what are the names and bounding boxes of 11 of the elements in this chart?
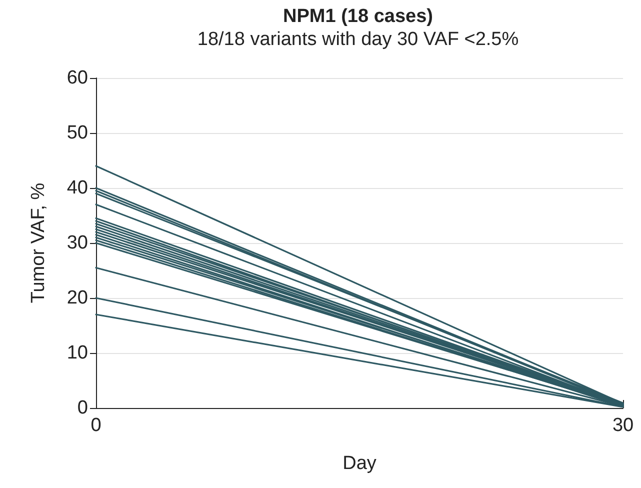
- chart-subtitle: 18/18 variants with day 30 VAF <2.5%: [197, 29, 519, 50]
- y-tick-label: 40: [66, 178, 88, 198]
- y-tick-label: 0: [77, 398, 88, 418]
- y-tick-label: 50: [66, 122, 88, 144]
- y-axis-title: Tumor VAF, %: [28, 182, 49, 304]
- x-axis-title: Day: [342, 453, 377, 474]
- y-tick-label: 60: [66, 68, 88, 88]
- y-tick-label: 10: [66, 342, 88, 364]
- y-tick-label: 20: [66, 288, 88, 308]
- y-tick-label: 30: [66, 232, 88, 254]
- chart-title: NPM1 (18 cases): [283, 6, 433, 27]
